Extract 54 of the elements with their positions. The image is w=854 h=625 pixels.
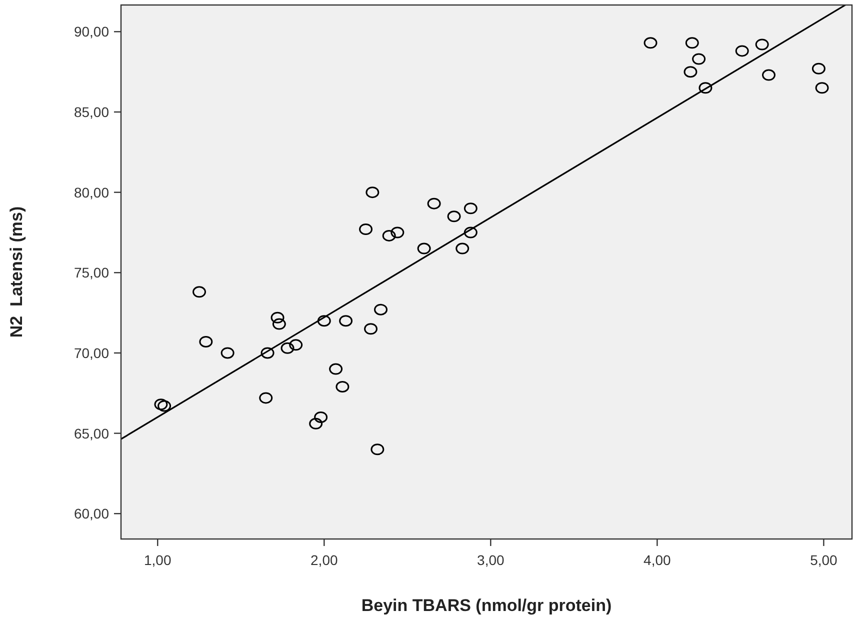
point: [374, 304, 388, 316]
point: [427, 198, 441, 210]
point: [309, 418, 323, 430]
point: [644, 37, 658, 49]
point: [317, 315, 331, 327]
x-tick-label: 5,00: [810, 552, 838, 568]
point: [154, 398, 168, 410]
y-tick-label: 75,00: [74, 264, 110, 281]
point: [220, 347, 234, 359]
x-tick-label: 2,00: [310, 552, 338, 568]
x-axis-title: Beyin TBARS (nmol/gr protein): [361, 596, 612, 615]
y-tick-label: 85,00: [74, 104, 110, 120]
point: [314, 411, 328, 423]
point: [339, 315, 353, 327]
y-tick-label: 60,00: [74, 506, 110, 522]
point: [447, 210, 461, 222]
x-tick-label: 3,00: [477, 552, 504, 568]
point: [336, 380, 350, 392]
point: [158, 400, 172, 412]
point: [289, 339, 303, 351]
point: [390, 226, 404, 238]
point: [280, 342, 294, 354]
point: [370, 444, 384, 456]
point: [364, 323, 378, 335]
x-tick-label: 1,00: [144, 552, 172, 568]
point: [259, 392, 273, 404]
point: [456, 242, 470, 254]
point: [464, 202, 478, 214]
y-tick-label: 65,00: [74, 425, 110, 442]
point: [684, 66, 698, 78]
point: [359, 224, 373, 236]
point: [417, 242, 431, 254]
y-axis-title: N2 Latensi (ms): [7, 206, 26, 338]
point: [382, 230, 396, 242]
point: [192, 286, 206, 298]
point: [260, 347, 274, 359]
y-tick-label: 80,00: [74, 184, 110, 200]
point: [762, 69, 776, 81]
point: [812, 62, 826, 74]
y-tick-label: 70,00: [74, 344, 110, 361]
point: [755, 38, 769, 50]
point: [815, 82, 829, 94]
point: [464, 226, 478, 238]
point: [329, 363, 343, 375]
point: [270, 312, 284, 324]
x-tick-label: 4,00: [644, 552, 672, 568]
point: [698, 82, 712, 94]
point: [199, 336, 213, 348]
point: [366, 186, 380, 198]
point: [692, 53, 706, 65]
point: [272, 318, 286, 330]
point: [685, 37, 699, 49]
point: [735, 45, 749, 57]
y-tick-label: 90,00: [74, 24, 110, 40]
